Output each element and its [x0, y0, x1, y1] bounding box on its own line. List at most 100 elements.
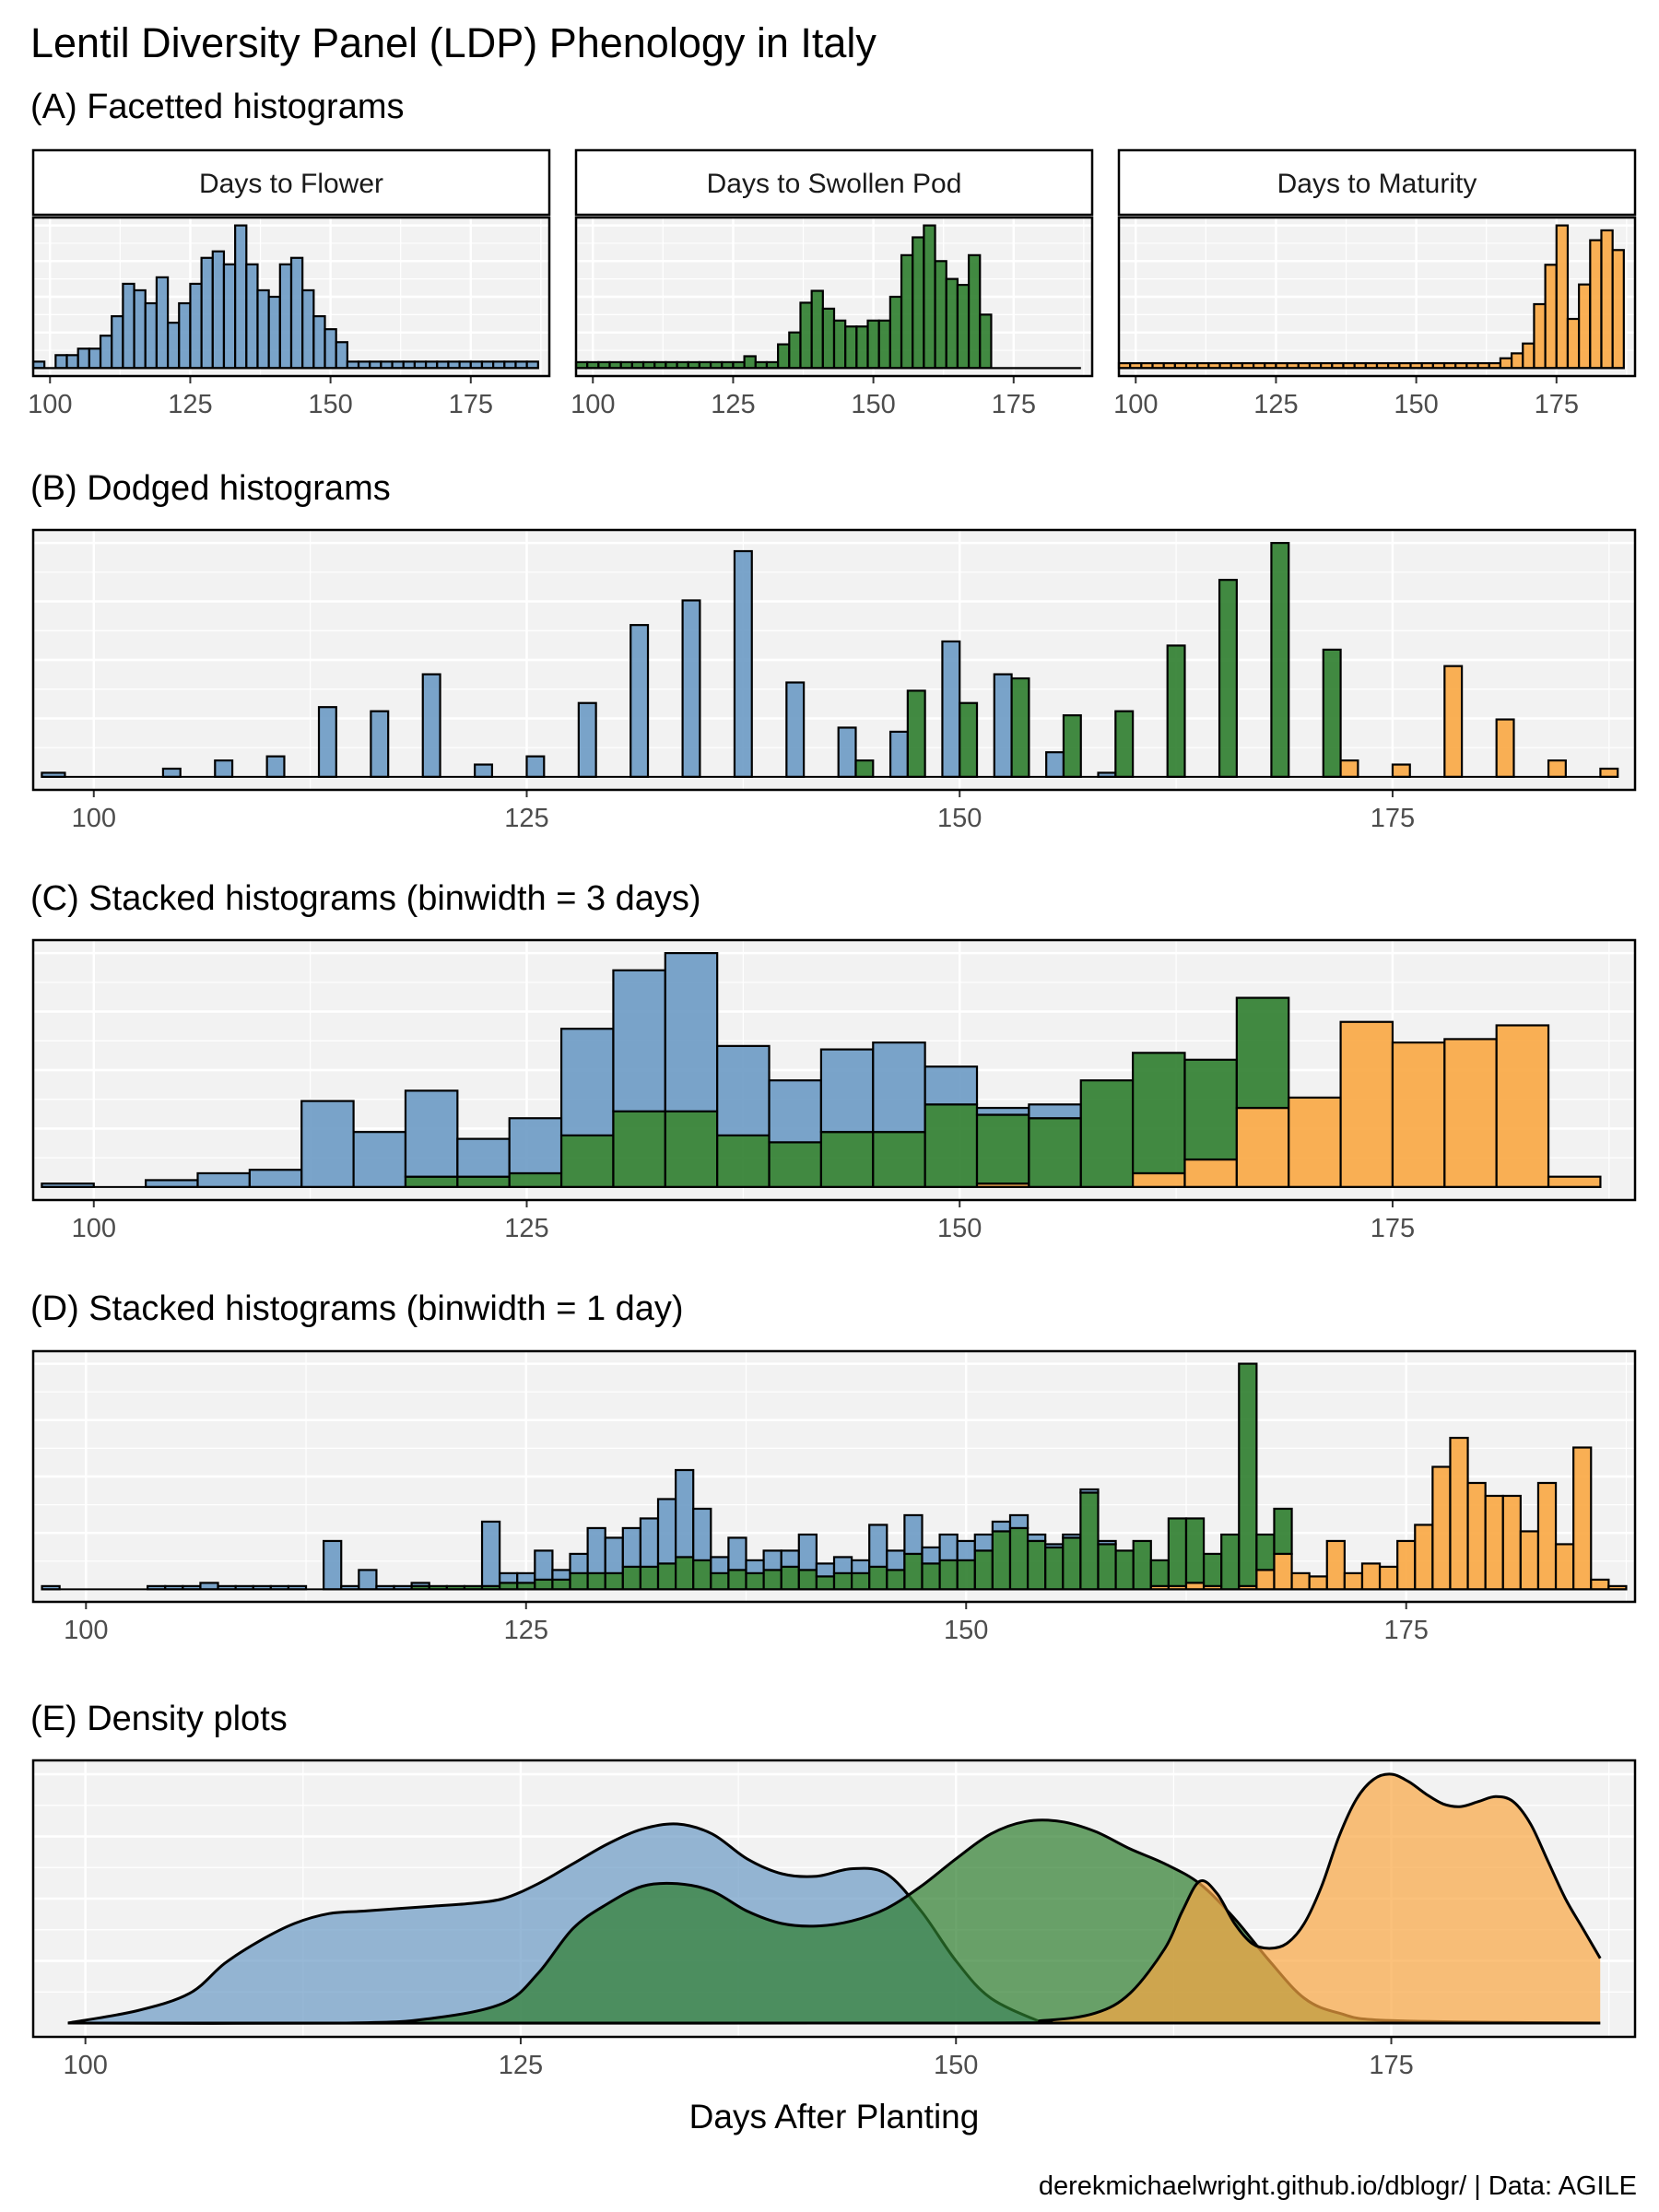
panel-content — [41, 541, 1619, 779]
x-tick-label: 100 — [64, 1616, 108, 1645]
histogram-bar — [111, 315, 124, 370]
stacked-bar-swollen-pod — [1202, 1552, 1223, 1588]
dodged-bar-flower — [629, 624, 650, 779]
stacked-bar-swollen-pod — [534, 1578, 554, 1591]
stacked-bar-flower — [196, 1171, 251, 1188]
stacked-bar-flower — [710, 1556, 730, 1575]
stacked-bar-swollen-pod — [604, 1571, 624, 1591]
stacked-bar-swollen-pod — [710, 1571, 730, 1591]
x-tick-label: 125 — [168, 390, 212, 419]
stacked-bar-swollen-pod — [1184, 1517, 1206, 1584]
stacked-bar-flower — [456, 1137, 511, 1178]
x-tick-label: 175 — [1535, 390, 1579, 419]
stacked-bar-swollen-pod — [872, 1131, 926, 1189]
panel-border — [31, 216, 551, 378]
stacked-bar-flower — [727, 1536, 747, 1571]
x-tick-label: 100 — [1113, 390, 1158, 419]
x-tick-label: 100 — [63, 2051, 107, 2080]
stacked-bar-flower — [832, 1556, 853, 1575]
x-tick-label: 100 — [571, 390, 615, 419]
histogram-bar — [855, 325, 869, 370]
x-tick-label: 175 — [992, 390, 1036, 419]
stacked-bar-swollen-pod — [612, 1110, 666, 1188]
stacked-bar-swollen-pod — [1132, 1052, 1186, 1175]
histogram-bar — [799, 301, 813, 370]
histogram-bar — [335, 341, 348, 370]
dodged-bar-maturity — [1339, 759, 1359, 779]
histogram-bar — [99, 335, 113, 370]
stacked-bar-flower — [410, 1582, 430, 1588]
x-tick-label: 150 — [937, 804, 982, 833]
stacked-bar-maturity — [1391, 1041, 1446, 1189]
stacked-bar-flower — [300, 1100, 355, 1189]
stacked-bar-flower — [534, 1549, 554, 1582]
panel-border — [31, 528, 1637, 792]
histogram-bar — [133, 288, 147, 370]
dodged-bar-swollen-pod — [906, 689, 926, 778]
dodged-bar-flower — [370, 710, 390, 779]
stacked-bar-flower — [569, 1552, 589, 1575]
stacked-bar-maturity — [1484, 1494, 1504, 1591]
stacked-bar-maturity — [1519, 1530, 1540, 1591]
histogram-bar — [788, 331, 802, 370]
x-tick-label: 125 — [499, 2051, 543, 2080]
stacked-bar-flower — [745, 1559, 765, 1575]
histogram-bar — [1600, 229, 1614, 370]
x-tick-label: 150 — [934, 2051, 978, 2080]
stacked-bar-flower — [499, 1571, 519, 1584]
stacked-bar-flower — [1026, 1533, 1047, 1543]
dodged-bar-flower — [421, 673, 441, 779]
stacked-bar-maturity — [1449, 1436, 1469, 1591]
stacked-bar-maturity — [1501, 1494, 1522, 1591]
stacked-bar-flower — [975, 1106, 1030, 1116]
stacked-bar-swollen-pod — [903, 1552, 924, 1591]
stacked-bar-swollen-pod — [924, 1103, 979, 1188]
stacked-bar-flower — [586, 1526, 606, 1575]
stacked-bar-flower — [323, 1539, 343, 1591]
stacked-bar-swollen-pod — [921, 1562, 941, 1591]
stacked-bar-swollen-pod — [1079, 1079, 1135, 1188]
density-area-days-to-maturity — [67, 1773, 1601, 2024]
stacked-bar-swollen-pod — [727, 1569, 747, 1591]
facet-label-flower: Days to Flower — [199, 169, 383, 199]
panel-d-subtitle: (D) Stacked histograms (binwidth = 1 day… — [30, 1289, 684, 1328]
stacked-bar-swollen-pod — [586, 1571, 606, 1591]
facet-strip-flower — [31, 148, 551, 217]
dodged-bar-swollen-pod — [1010, 677, 1030, 779]
stacked-bar-swollen-pod — [1097, 1543, 1117, 1591]
x-tick-label: 125 — [1253, 390, 1298, 419]
dodged-bar-flower — [265, 755, 286, 778]
x-tick-label: 175 — [1384, 1616, 1429, 1645]
histogram-bar — [945, 277, 959, 370]
stacked-bar-flower — [480, 1520, 501, 1588]
panel-e-subtitle: (E) Density plots — [30, 1700, 288, 1738]
histogram-bar — [1533, 302, 1547, 370]
stacked-bar-maturity — [1360, 1562, 1382, 1591]
x-tick-label: 125 — [504, 1214, 548, 1243]
stacked-bar-maturity — [1273, 1552, 1293, 1591]
stacked-bar-maturity — [1132, 1171, 1186, 1188]
x-tick-label: 100 — [72, 1214, 116, 1243]
stacked-bar-swollen-pod — [797, 1569, 818, 1591]
histogram-bar — [155, 276, 170, 370]
dodged-bar-swollen-pod — [1322, 648, 1342, 778]
stacked-bar-flower — [248, 1169, 303, 1189]
histogram-bar — [1555, 224, 1570, 370]
stacked-bar-maturity — [1339, 1020, 1394, 1189]
histogram-bar — [821, 307, 836, 370]
stacked-bar-maturity — [1466, 1481, 1487, 1591]
stacked-bar-maturity — [1396, 1539, 1417, 1591]
stacked-bar-flower — [621, 1526, 642, 1569]
density-line-days-to-flower — [67, 1822, 1044, 2025]
stacked-bar-flower — [508, 1117, 563, 1175]
facet-panel-2: 100 125 150 175 — [1113, 216, 1637, 419]
stacked-bar-flower — [1028, 1103, 1082, 1120]
stacked-bar-swollen-pod — [973, 1549, 994, 1591]
histogram-bar — [1566, 317, 1581, 370]
stacked-bar-swollen-pod — [559, 1134, 615, 1188]
histogram-bar — [200, 256, 214, 370]
stacked-bar-flower — [716, 1044, 771, 1137]
stacked-bar-swollen-pod — [569, 1571, 589, 1591]
histogram-bar — [777, 343, 791, 370]
